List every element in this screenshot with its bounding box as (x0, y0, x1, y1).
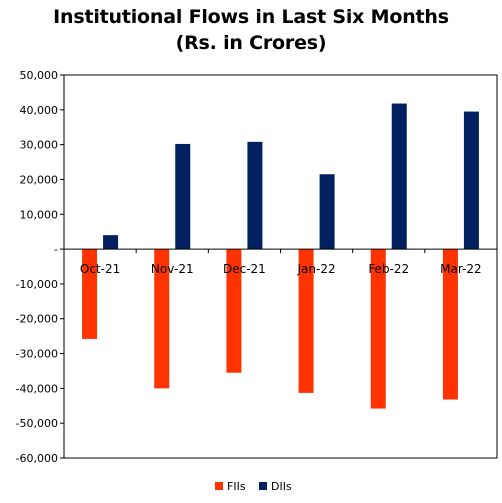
bar-diis-oct-21 (103, 235, 119, 250)
y-tick-label: -60,000 (16, 452, 58, 465)
bar-fiis-dec-21 (226, 249, 242, 373)
bar-diis-jan-22 (319, 174, 335, 250)
bar-diis-mar-22 (463, 111, 479, 250)
bar-fiis-mar-22 (442, 249, 458, 400)
legend-swatch-fiis (215, 482, 223, 490)
chart-title: Institutional Flows in Last Six Months (53, 6, 449, 28)
legend-label-fiis: FIIs (227, 480, 246, 493)
y-tick-label: 10,000 (20, 208, 59, 221)
bar-diis-dec-21 (247, 141, 263, 250)
chart-subtitle: (Rs. in Crores) (175, 32, 327, 54)
y-axis: 50,000 40,000 30,000 20,000 10,000 - -10,000 -2… (16, 69, 498, 465)
y-tick-label: -40,000 (16, 382, 58, 395)
bar-diis-feb-22 (391, 103, 407, 250)
y-tick-label: -10,000 (16, 278, 58, 291)
y-tick-label: -30,000 (16, 348, 58, 361)
y-tick-label: -20,000 (16, 313, 58, 326)
y-tick-label: 20,000 (20, 173, 59, 186)
y-tick-label: 40,000 (20, 104, 59, 117)
y-tick-label: - (54, 243, 58, 256)
x-tick-label: Mar-22 (440, 262, 481, 276)
legend-label-diis: DIIs (271, 480, 292, 493)
chart-title-block: Institutional Flows in Last Six Months (… (0, 4, 502, 56)
x-tick-label: Jan-22 (297, 262, 336, 276)
bar-fiis-nov-21 (154, 249, 170, 389)
plot-frame (63, 74, 498, 459)
x-tick-label: Feb-22 (368, 262, 409, 276)
x-tick-label: Dec-21 (223, 262, 266, 276)
x-tick-label: Oct-21 (80, 262, 120, 276)
legend: FIIs DIIs (215, 480, 292, 493)
y-tick-label: -50,000 (16, 417, 58, 430)
bars (82, 103, 479, 409)
bar-fiis-feb-22 (370, 249, 386, 409)
bar-fiis-jan-22 (298, 249, 314, 393)
legend-swatch-diis (259, 482, 267, 490)
y-tick-label: 30,000 (20, 139, 59, 152)
x-tick-label: Nov-21 (151, 262, 194, 276)
bar-fiis-oct-21 (82, 249, 98, 339)
x-axis: Oct-21 Nov-21 Dec-21 Jan-22 Feb-22 Mar-22 (63, 248, 497, 276)
y-tick-label: 50,000 (20, 69, 59, 82)
bar-diis-nov-21 (175, 143, 191, 250)
